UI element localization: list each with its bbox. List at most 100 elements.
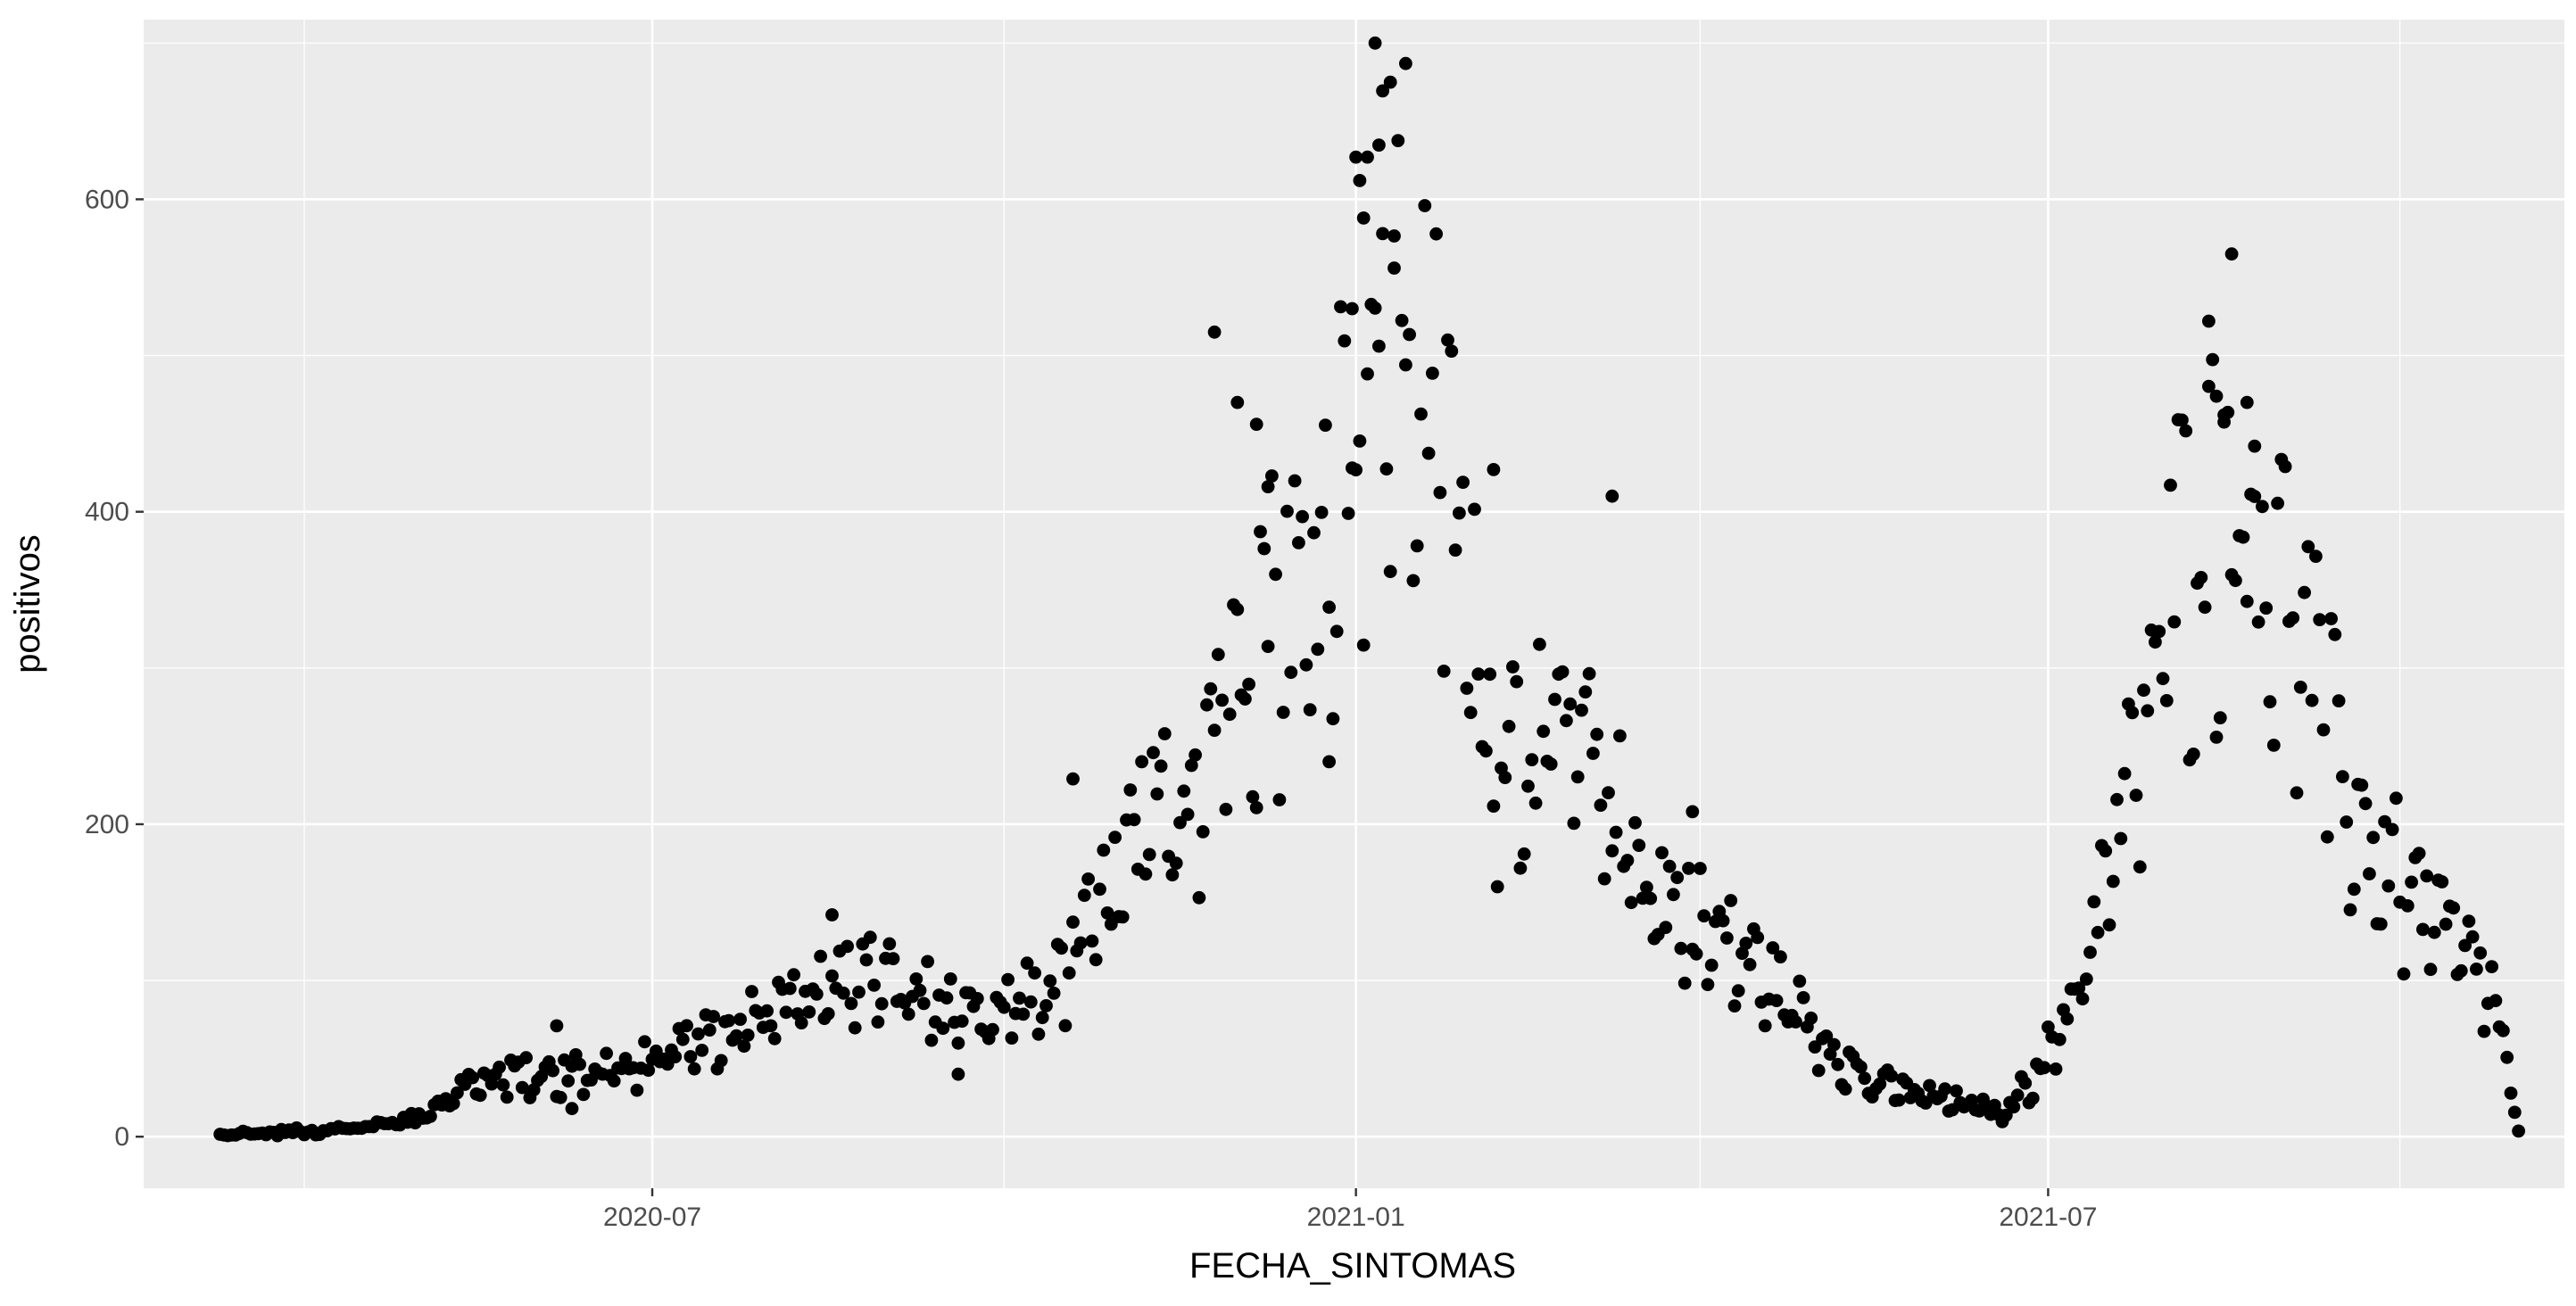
data-point (2114, 831, 2128, 846)
data-point (1326, 712, 1340, 726)
data-point (2007, 1100, 2021, 1114)
data-point (2248, 439, 2262, 453)
data-point (1445, 344, 1459, 358)
data-point (630, 1083, 644, 1097)
data-point (1426, 367, 1439, 380)
data-point (841, 939, 854, 954)
data-point (1097, 843, 1111, 857)
data-point (1005, 1031, 1019, 1045)
data-point (2248, 490, 2262, 503)
data-point (2313, 613, 2327, 626)
data-point (1395, 313, 1409, 327)
data-point (2293, 681, 2307, 694)
data-point (2405, 875, 2419, 889)
data-point (1403, 327, 1416, 342)
data-point (1498, 771, 1512, 784)
data-point (1774, 950, 1787, 963)
data-point (2358, 797, 2373, 811)
data-point (1023, 995, 1038, 1009)
data-point (1831, 1057, 1845, 1071)
data-point (1139, 867, 1153, 881)
data-point (2194, 571, 2208, 584)
data-point (1751, 930, 1765, 945)
data-point (1085, 934, 1099, 948)
data-point (1624, 896, 1638, 910)
data-point (1307, 525, 1321, 540)
data-point (997, 1000, 1011, 1014)
data-point (1154, 759, 1168, 773)
data-point (1410, 539, 1424, 553)
data-point (668, 1050, 683, 1063)
data-point (1769, 994, 1784, 1007)
data-point (2164, 478, 2177, 492)
data-point (2137, 683, 2150, 698)
data-point (2152, 624, 2166, 639)
data-point (1468, 502, 1481, 517)
data-point (2125, 706, 2140, 720)
data-point (1456, 475, 1470, 489)
data-point (1923, 1079, 1936, 1093)
data-point (1089, 953, 1103, 967)
data-point (2240, 594, 2254, 608)
data-point (2263, 695, 2277, 709)
data-point (1578, 685, 1593, 698)
data-point (1311, 642, 1325, 657)
data-point (1066, 915, 1080, 930)
data-point (1570, 770, 1585, 784)
data-point (760, 1004, 774, 1018)
data-point (1602, 786, 1615, 799)
data-point (1157, 727, 1172, 740)
data-point (1716, 913, 1730, 928)
data-point (2454, 963, 2468, 978)
data-point (2213, 711, 2227, 724)
data-point (1399, 56, 1412, 70)
data-point (1533, 637, 1546, 651)
data-point (1720, 931, 1734, 945)
data-point (1276, 706, 1290, 719)
data-point (1055, 941, 1068, 955)
data-point (1448, 543, 1462, 557)
data-point (1108, 831, 1122, 844)
data-point (2347, 882, 2361, 897)
data-point (1284, 665, 1298, 680)
data-point (451, 1086, 464, 1100)
data-point (2423, 963, 2438, 977)
data-point (2286, 611, 2300, 624)
data-point (1376, 227, 1389, 241)
data-point (683, 1050, 698, 1063)
data-point (1196, 825, 1210, 839)
data-point (2202, 379, 2216, 393)
data-point (446, 1096, 460, 1111)
data-point (1261, 480, 1275, 493)
data-point (1502, 719, 1516, 733)
data-point (1254, 525, 1267, 539)
data-point (1077, 889, 1091, 902)
data-point (1429, 227, 1443, 241)
data-point (1020, 956, 1034, 971)
data-point (1207, 325, 1222, 339)
data-point (1655, 846, 1669, 860)
data-point (2087, 895, 2101, 909)
data-point (1727, 999, 1742, 1013)
data-point (1525, 753, 1539, 766)
data-point (2075, 992, 2090, 1006)
data-point (600, 1046, 613, 1061)
data-point (1346, 302, 1359, 316)
data-point (2018, 1076, 2033, 1090)
data-point (913, 983, 927, 997)
x-tick-label: 2021-01 (1307, 1203, 1405, 1232)
data-point (2385, 822, 2399, 837)
data-point (695, 1044, 709, 1057)
data-point (1418, 199, 1432, 212)
data-point (1766, 941, 1780, 955)
data-point (1701, 978, 1715, 991)
data-point (1406, 574, 1421, 588)
data-point (1704, 958, 1719, 972)
data-point (1582, 666, 1596, 681)
data-point (1372, 138, 1386, 153)
data-point (1230, 395, 1245, 409)
data-point (2381, 879, 2396, 893)
data-point (2209, 389, 2224, 403)
data-point (1150, 787, 1164, 801)
